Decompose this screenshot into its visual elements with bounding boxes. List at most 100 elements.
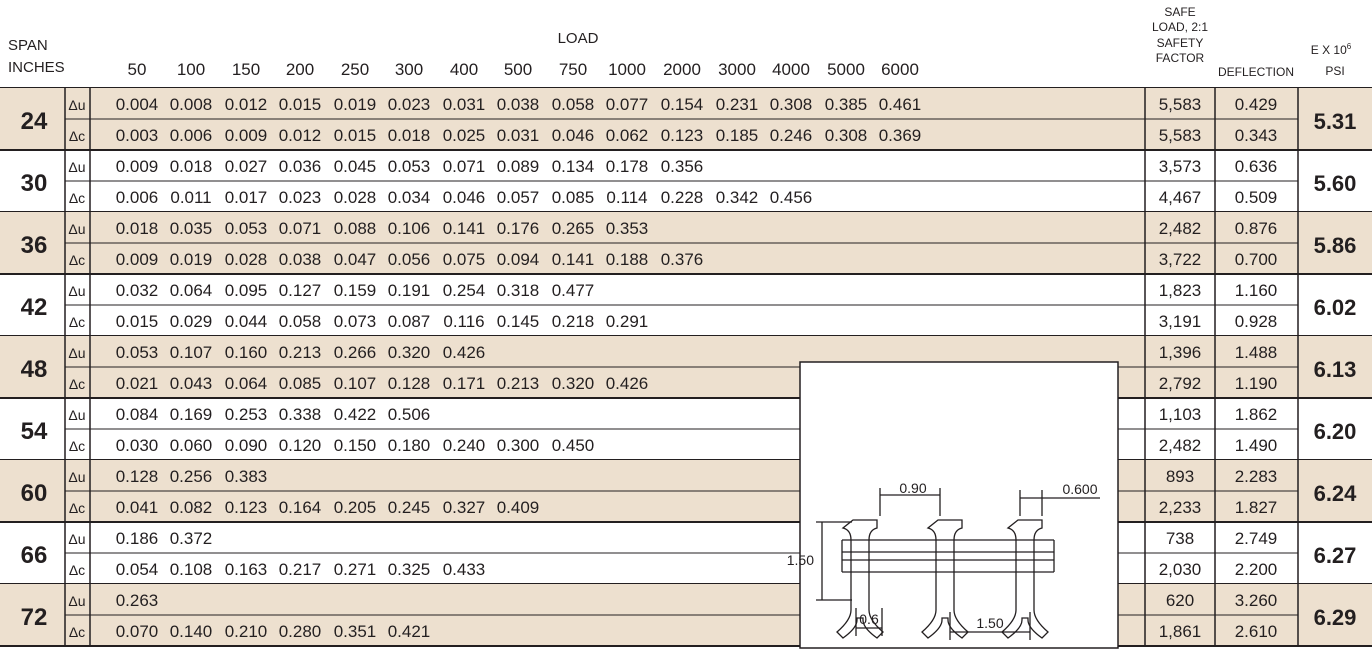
deflection-cell: 0.186 xyxy=(116,529,159,548)
load-column-header: 750 xyxy=(559,60,587,79)
deflection-cell: 0.409 xyxy=(497,498,540,517)
deflection-cell: 0.128 xyxy=(388,374,431,393)
safe-load-value: 1,103 xyxy=(1159,405,1202,424)
load-column-header: 50 xyxy=(128,60,147,79)
deflection-cell: 0.369 xyxy=(879,126,922,145)
deflection-cell: 0.320 xyxy=(388,343,431,362)
deflection-cell: 0.127 xyxy=(279,281,322,300)
deflection-cell: 0.036 xyxy=(279,157,322,176)
deflection-symbol: Δc xyxy=(69,314,85,330)
deflection-cell: 0.034 xyxy=(388,188,431,207)
safe-load-value: 2,792 xyxy=(1159,374,1202,393)
deflection-cell: 0.018 xyxy=(170,157,213,176)
deflection-cell: 0.123 xyxy=(225,498,268,517)
deflection-value: 1.490 xyxy=(1235,436,1278,455)
deflection-cell: 0.159 xyxy=(334,281,377,300)
deflection-cell: 0.009 xyxy=(116,250,159,269)
deflection-cell: 0.256 xyxy=(170,467,213,486)
safe-load-value: 2,030 xyxy=(1159,560,1202,579)
deflection-cell: 0.254 xyxy=(443,281,486,300)
deflection-cell: 0.015 xyxy=(334,126,377,145)
deflection-symbol: Δc xyxy=(69,624,85,640)
deflection-cell: 0.071 xyxy=(443,157,486,176)
deflection-value: 0.636 xyxy=(1235,157,1278,176)
deflection-cell: 0.150 xyxy=(334,436,377,455)
deflection-cell: 0.300 xyxy=(497,436,540,455)
deflection-cell: 0.356 xyxy=(661,157,704,176)
deflection-value: 0.700 xyxy=(1235,250,1278,269)
span-value: 54 xyxy=(21,418,48,445)
modulus-header: E X 106 xyxy=(1311,42,1352,57)
deflection-cell: 0.271 xyxy=(334,560,377,579)
deflection-cell: 0.263 xyxy=(116,591,159,610)
span-value: 60 xyxy=(21,480,48,507)
deflection-cell: 0.325 xyxy=(388,560,431,579)
deflection-symbol: Δu xyxy=(68,469,85,485)
deflection-value: 0.343 xyxy=(1235,126,1278,145)
load-column-header: 5000 xyxy=(827,60,865,79)
deflection-cell: 0.426 xyxy=(606,374,649,393)
deflection-cell: 0.009 xyxy=(225,126,268,145)
safe-load-value: 2,482 xyxy=(1159,436,1202,455)
load-column-header: 1000 xyxy=(608,60,646,79)
modulus-value: 6.13 xyxy=(1314,357,1357,382)
deflection-cell: 0.006 xyxy=(170,126,213,145)
deflection-cell: 0.245 xyxy=(388,498,431,517)
deflection-cell: 0.178 xyxy=(606,157,649,176)
deflection-cell: 0.240 xyxy=(443,436,486,455)
span-header: SPAN xyxy=(8,37,48,54)
deflection-cell: 0.095 xyxy=(225,281,268,300)
deflection-cell: 0.217 xyxy=(279,560,322,579)
deflection-cell: 0.253 xyxy=(225,405,268,424)
deflection-cell: 0.004 xyxy=(116,95,159,114)
deflection-symbol: Δu xyxy=(68,221,85,237)
safe-load-header: FACTOR xyxy=(1156,51,1205,65)
deflection-cell: 0.461 xyxy=(879,95,922,114)
load-column-header: 400 xyxy=(450,60,478,79)
deflection-symbol: Δu xyxy=(68,407,85,423)
modulus-value: 6.27 xyxy=(1314,543,1357,568)
deflection-cell: 0.385 xyxy=(825,95,868,114)
deflection-cell: 0.028 xyxy=(225,250,268,269)
deflection-cell: 0.032 xyxy=(116,281,159,300)
safe-load-value: 893 xyxy=(1166,467,1194,486)
deflection-cell: 0.017 xyxy=(225,188,268,207)
deflection-cell: 0.205 xyxy=(334,498,377,517)
modulus-value: 5.31 xyxy=(1314,109,1357,134)
deflection-cell: 0.028 xyxy=(334,188,377,207)
deflection-cell: 0.185 xyxy=(716,126,759,145)
deflection-cell: 0.422 xyxy=(334,405,377,424)
safe-load-value: 2,233 xyxy=(1159,498,1202,517)
deflection-cell: 0.213 xyxy=(279,343,322,362)
deflection-cell: 0.008 xyxy=(170,95,213,114)
deflection-value: 1.827 xyxy=(1235,498,1278,517)
deflection-cell: 0.009 xyxy=(116,157,159,176)
deflection-symbol: Δc xyxy=(69,438,85,454)
deflection-cell: 0.044 xyxy=(225,312,268,331)
deflection-cell: 0.041 xyxy=(116,498,159,517)
span-header: INCHES xyxy=(8,59,65,76)
deflection-cell: 0.058 xyxy=(279,312,322,331)
deflection-cell: 0.477 xyxy=(552,281,595,300)
deflection-cell: 0.506 xyxy=(388,405,431,424)
deflection-cell: 0.018 xyxy=(388,126,431,145)
deflection-cell: 0.075 xyxy=(443,250,486,269)
deflection-cell: 0.084 xyxy=(116,405,159,424)
deflection-symbol: Δc xyxy=(69,500,85,516)
deflection-cell: 0.019 xyxy=(334,95,377,114)
load-column-header: 6000 xyxy=(881,60,919,79)
deflection-value: 3.260 xyxy=(1235,591,1278,610)
deflection-cell: 0.011 xyxy=(170,188,211,207)
safe-load-value: 5,583 xyxy=(1159,95,1202,114)
load-column-header: 3000 xyxy=(718,60,756,79)
deflection-cell: 0.043 xyxy=(170,374,213,393)
deflection-cell: 0.057 xyxy=(497,188,540,207)
deflection-cell: 0.320 xyxy=(552,374,595,393)
deflection-cell: 0.353 xyxy=(606,219,649,238)
deflection-cell: 0.106 xyxy=(388,219,431,238)
load-column-header: 500 xyxy=(504,60,532,79)
deflection-value: 0.429 xyxy=(1235,95,1278,114)
deflection-cell: 0.082 xyxy=(170,498,213,517)
deflection-cell: 0.176 xyxy=(497,219,540,238)
